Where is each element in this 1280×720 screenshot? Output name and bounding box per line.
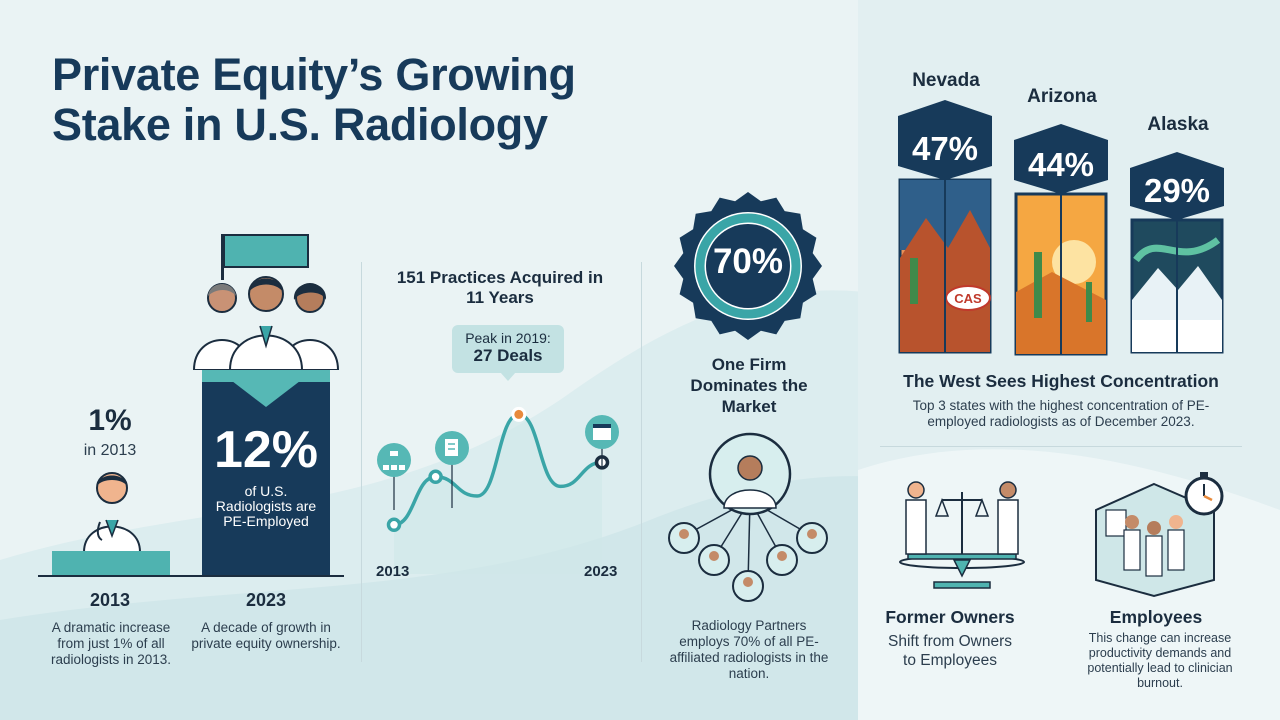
chart-point-2019 — [511, 406, 527, 422]
divider-2 — [641, 262, 642, 662]
employees-desc: This change can increase productivity de… — [1087, 631, 1233, 690]
network-icon — [668, 432, 828, 602]
state-name-arizona: Arizona — [1027, 86, 1097, 107]
states-heading: The West Sees Highest Concentration — [903, 371, 1219, 391]
nevada-banner: CAS — [898, 100, 992, 354]
desc-2013: A dramatic increase from just 1% of all … — [50, 620, 172, 667]
former-owners-heading: Former Owners — [885, 607, 1015, 627]
peak-line-1: Peak in 2019: — [465, 330, 551, 346]
peak-callout: Peak in 2019: 27 Deals — [452, 325, 564, 373]
alaska-pct: 29% — [1143, 172, 1211, 209]
pct-2013: 1% — [88, 404, 132, 437]
employees-clock-icon — [1095, 472, 1224, 598]
bar-2013 — [52, 551, 170, 575]
chart-point-2015 — [428, 469, 443, 485]
year-2023-label: 2023 — [245, 590, 287, 610]
divider-3 — [880, 446, 1242, 447]
scales-doctors-icon — [899, 481, 1025, 589]
nevada-pct: 47% — [911, 130, 979, 167]
alaska-banner — [1130, 152, 1224, 354]
chart-end-label: 2023 — [584, 563, 618, 580]
desc-2023: A decade of growth in private equity own… — [191, 620, 341, 651]
acquisitions-title: 151 Practices Acquired in 11 Years — [396, 268, 604, 307]
firm-heading: One Firm Dominates the Market — [690, 355, 808, 416]
casino-sign-text: CAS — [954, 291, 982, 306]
former-owners-desc: Shift from Owners to Employees — [887, 633, 1013, 669]
year-2013-label: 2013 — [89, 590, 131, 610]
pct-2013-sub: in 2013 — [83, 442, 137, 459]
pct-2023: 12% — [213, 421, 319, 479]
state-name-alaska: Alaska — [1147, 114, 1209, 135]
page-title: Private Equity’s Growing Stake in U.S. R… — [52, 49, 576, 150]
pct-2023-sub: of U.S. Radiologists are PE-Employed — [215, 483, 317, 529]
arizona-pct: 44% — [1027, 146, 1095, 183]
doctor-2013-icon — [82, 472, 142, 552]
acquisitions-area — [394, 414, 602, 574]
org-chart-icon — [377, 443, 411, 477]
peak-callout-pointer — [500, 372, 516, 381]
acquisitions-chart — [377, 406, 619, 574]
flag-icon — [221, 234, 309, 280]
firm-badge-pct: 70% — [712, 242, 784, 281]
firm-desc: Radiology Partners employs 70% of all PE… — [669, 618, 829, 681]
chart-point-2013 — [386, 517, 402, 533]
bar-2023-arrow — [232, 381, 300, 407]
state-name-nevada: Nevada — [912, 70, 980, 91]
doctor-group-icon — [192, 276, 340, 370]
employees-heading: Employees — [1109, 607, 1203, 627]
baseline — [38, 575, 344, 577]
seal-badge-icon — [674, 192, 822, 340]
divider-1 — [361, 262, 362, 662]
states-desc: Top 3 states with the highest concentrat… — [912, 398, 1210, 429]
peak-line-2: 27 Deals — [473, 346, 543, 365]
chart-start-label: 2013 — [376, 563, 410, 580]
arizona-banner — [1014, 124, 1108, 356]
